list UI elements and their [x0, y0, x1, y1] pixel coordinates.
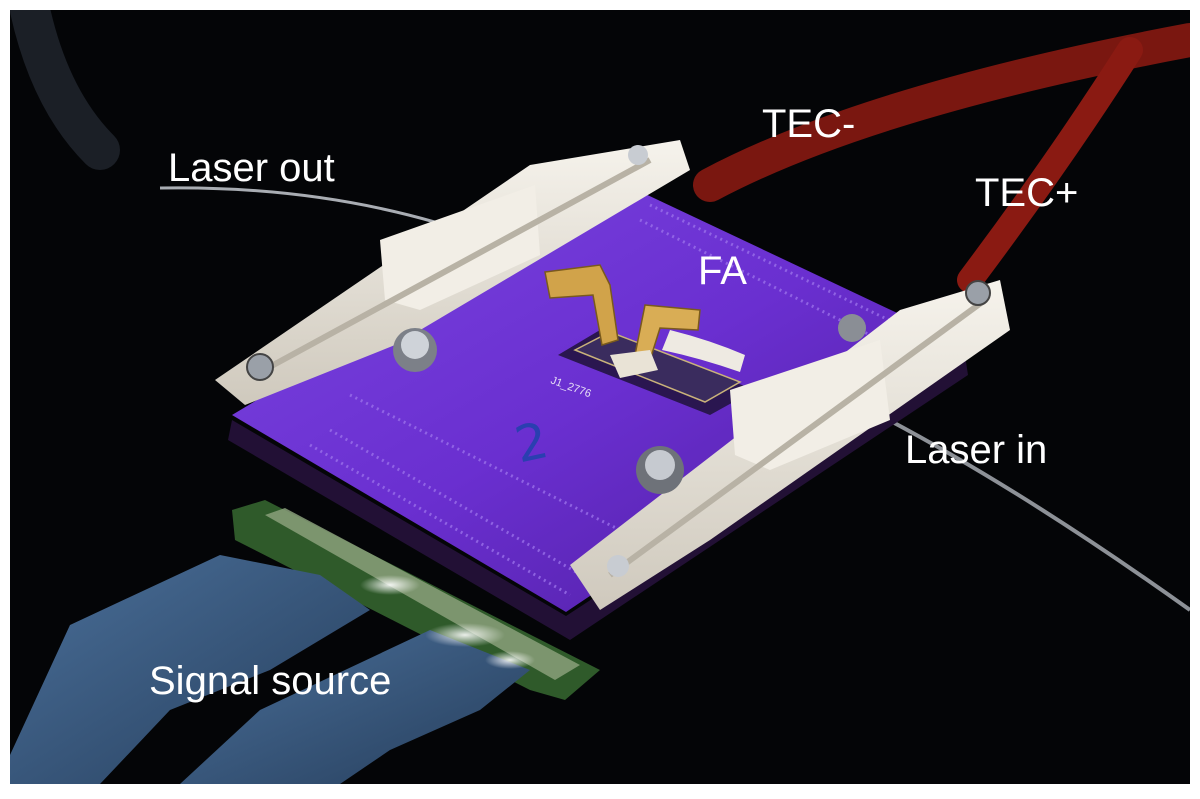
- screw-right: [636, 446, 684, 494]
- board-traces: [309, 203, 921, 597]
- chip: [573, 331, 742, 403]
- label-tec-plus: TEC+: [975, 171, 1079, 215]
- label-laser-out: Laser out: [168, 146, 335, 190]
- tec-minus-wire: [693, 23, 1190, 202]
- photo-frame: J1_2776 2: [10, 10, 1190, 784]
- label-fa: FA: [698, 249, 747, 293]
- light-glints: [360, 575, 535, 669]
- tec-plus-wire: [957, 37, 1143, 293]
- gold-probe-left: [544, 264, 619, 346]
- label-signal-source: Signal source: [149, 659, 392, 703]
- clamp-bottom-right: [570, 280, 1010, 610]
- ribbon-cable-right: [180, 630, 530, 784]
- label-laser-in: Laser in: [905, 428, 1048, 472]
- dark-cable: [10, 10, 120, 170]
- probe-mount: [610, 350, 658, 378]
- fiber-holder: [662, 330, 745, 372]
- screw-top: [838, 314, 866, 342]
- clamp-top-left: [215, 140, 690, 405]
- label-tec-minus: TEC-: [762, 102, 856, 146]
- screw-left: [393, 328, 437, 372]
- bottom-margin: [0, 784, 1200, 799]
- photo-scene: J1_2776 2: [10, 10, 1190, 784]
- ribbon-cable-left: [10, 555, 370, 784]
